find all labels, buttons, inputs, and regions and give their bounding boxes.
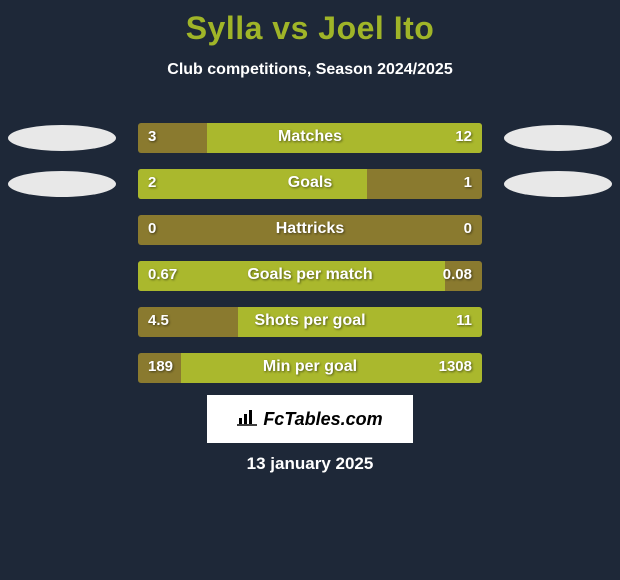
stat-label: Hattricks [138, 220, 482, 238]
comparison-chart: 312Matches 21Goals 00Hattricks 0.670.08Goal… [0, 115, 620, 391]
date-label: 13 january 2025 [0, 454, 620, 474]
stat-row: 21Goals [0, 161, 620, 207]
brand-text: FcTables.com [263, 409, 382, 430]
stat-bar-track: 4.511Shots per goal [138, 307, 482, 337]
stat-row: 1891308Min per goal [0, 345, 620, 391]
stat-bar-track: 1891308Min per goal [138, 353, 482, 383]
stat-label: Matches [138, 128, 482, 146]
stat-bar-track: 21Goals [138, 169, 482, 199]
chart-icon [237, 408, 257, 431]
stat-row: 0.670.08Goals per match [0, 253, 620, 299]
player-marker-right [504, 125, 612, 151]
page-subtitle: Club competitions, Season 2024/2025 [0, 61, 620, 79]
stat-bar-track: 312Matches [138, 123, 482, 153]
stat-label: Min per goal [138, 358, 482, 376]
stat-label: Goals per match [138, 266, 482, 284]
player-marker-left [8, 171, 116, 197]
stat-label: Goals [138, 174, 482, 192]
stat-label: Shots per goal [138, 312, 482, 330]
player-marker-left [8, 125, 116, 151]
stat-row: 00Hattricks [0, 207, 620, 253]
brand-logo: FcTables.com [207, 395, 413, 443]
stat-row: 4.511Shots per goal [0, 299, 620, 345]
player-marker-right [504, 171, 612, 197]
stat-row: 312Matches [0, 115, 620, 161]
page-title: Sylla vs Joel Ito [0, 0, 620, 47]
stat-bar-track: 0.670.08Goals per match [138, 261, 482, 291]
stat-bar-track: 00Hattricks [138, 215, 482, 245]
